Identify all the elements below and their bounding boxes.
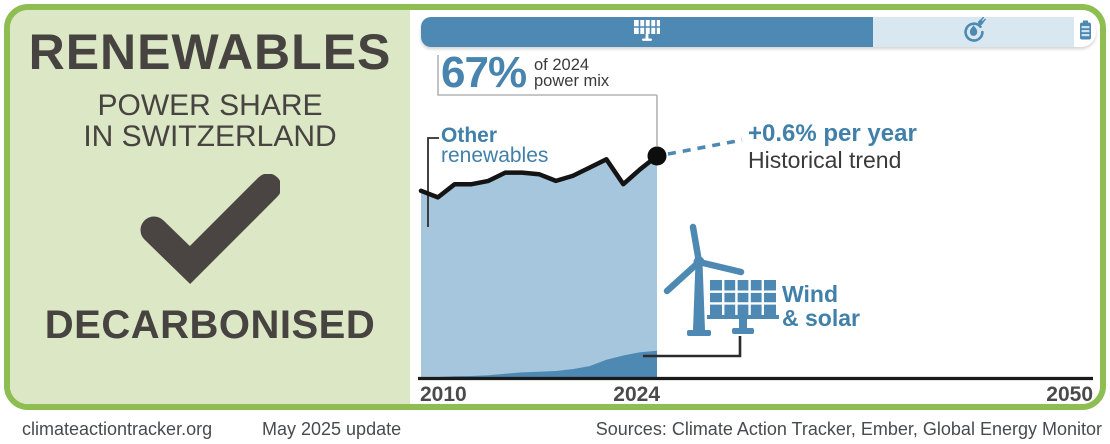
solar-panel-large-icon	[707, 280, 779, 334]
chart-canvas	[418, 55, 1093, 381]
share-caption: of 2024 power mix	[534, 56, 610, 90]
share-caption-line2: power mix	[534, 72, 610, 90]
trend-dashed-line	[667, 138, 743, 156]
panel-title: RENEWABLES	[28, 24, 392, 80]
wind-solar-callout-line	[643, 336, 742, 358]
endpoint-dot-2024	[647, 146, 667, 166]
wind-solar-label-line2: & solar	[782, 305, 860, 331]
progress-bar-end-cap	[1074, 17, 1096, 47]
wind-solar-label: Wind & solar	[782, 282, 860, 330]
wind-solar-label-line1: Wind	[782, 281, 838, 307]
panel-subtitle-line1: POWER SHARE	[97, 89, 323, 122]
wind-turbine-icon	[663, 223, 745, 336]
wind-solar-area	[421, 350, 657, 378]
decarbonised-badge: DECARBONISED	[44, 303, 376, 347]
trend-value: +0.6% per year	[748, 120, 917, 147]
panel-subtitle-line2: IN SWITZERLAND	[83, 120, 337, 153]
other-renewables-label: Other renewables	[441, 124, 549, 167]
solar-panel-icon	[632, 18, 662, 47]
hydro-electric-plug-icon	[960, 17, 988, 47]
trend-label: Historical trend	[748, 147, 902, 173]
site-link[interactable]: climateactiontracker.org	[22, 419, 213, 439]
progress-bar	[421, 17, 1096, 47]
renewables-history-line	[418, 153, 660, 200]
share-caption-line1: of 2024	[534, 56, 590, 74]
infographic-card: RENEWABLES POWER SHARE IN SWITZERLAND DE…	[4, 4, 1106, 410]
progress-bar-filled	[421, 17, 874, 47]
other-renewables-area	[421, 156, 657, 378]
sources-text: Sources: Climate Action Tracker, Ember, …	[595, 419, 1102, 439]
chart-panel: 67% of 2024 power mix Other renewables +…	[410, 10, 1100, 404]
summary-panel: RENEWABLES POWER SHARE IN SWITZERLAND DE…	[10, 10, 410, 404]
x-tick-2010: 2010	[420, 383, 467, 406]
x-tick-2024: 2024	[613, 383, 660, 406]
battery-icon	[1079, 20, 1092, 45]
other-renewables-label-line2: renewables	[441, 144, 549, 167]
x-tick-2050: 2050	[1046, 383, 1093, 406]
progress-bar-remaining	[873, 17, 1074, 47]
callout-bracket-67	[437, 55, 657, 96]
other-renewables-label-line1: Other	[441, 124, 498, 147]
checkmark-icon	[140, 173, 282, 289]
panel-subtitle: POWER SHARE IN SWITZERLAND	[83, 90, 336, 152]
update-date: May 2025 update	[262, 419, 402, 439]
area-label-bracket	[427, 137, 439, 227]
share-value-2024: 67%	[441, 48, 527, 97]
